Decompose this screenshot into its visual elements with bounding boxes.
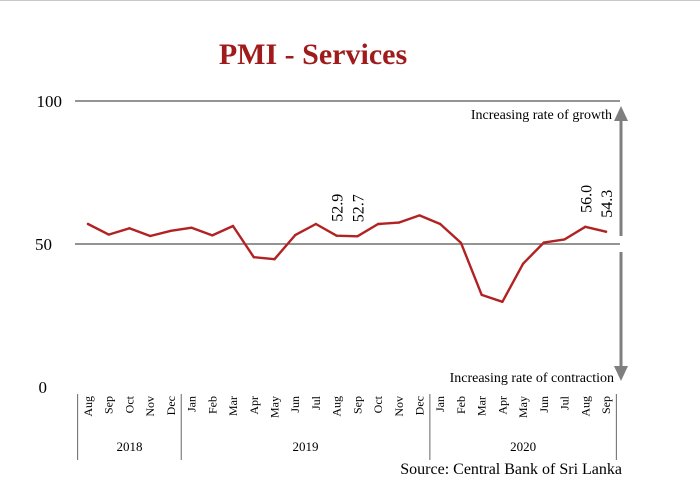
- x-axis-tick-label: Mar: [475, 396, 489, 416]
- x-axis-tick-label: May: [516, 396, 530, 418]
- x-axis-tick-label: Oct: [371, 395, 385, 413]
- x-axis-year-label: 2020: [510, 439, 536, 454]
- data-point: [584, 225, 587, 228]
- x-axis-tick-label: Aug: [330, 396, 344, 417]
- x-axis-tick-label: May: [267, 396, 281, 418]
- data-label: 52.7: [350, 194, 367, 222]
- data-point: [335, 234, 338, 237]
- x-axis-tick-label: Jan: [433, 396, 447, 412]
- y-tick-label-100: 100: [37, 92, 63, 111]
- data-point: [107, 233, 110, 236]
- x-axis-tick-label: Sep: [102, 396, 116, 414]
- data-point: [356, 235, 359, 238]
- growth-annotation: Increasing rate of growth: [471, 108, 612, 123]
- y-tick-label-0: 0: [39, 378, 48, 397]
- data-label: 52.9: [330, 194, 347, 222]
- x-axis-tick-label: Mar: [226, 396, 240, 416]
- data-point: [501, 300, 504, 303]
- x-axis-tick-label: Apr: [247, 396, 261, 415]
- x-axis-tick-label: Apr: [495, 396, 509, 415]
- x-axis-year-label: 2019: [293, 439, 319, 454]
- contraction-annotation: Increasing rate of contraction: [450, 371, 614, 386]
- data-point: [521, 262, 525, 265]
- data-point: [169, 229, 173, 232]
- top-border: [0, 0, 700, 1]
- series-line-pmi-services: [86, 214, 608, 303]
- source-note: Source: Central Bank of Sri Lanka: [400, 461, 622, 478]
- data-point: [273, 258, 276, 261]
- data-point: [439, 222, 442, 226]
- x-axis-tick-label: Jun: [537, 396, 551, 413]
- x-axis-tick-label: Dec: [413, 396, 427, 415]
- x-axis-tick-label: Jul: [558, 395, 572, 410]
- x-axis-tick-label: Aug: [578, 396, 592, 417]
- x-axis-tick-label: Feb: [205, 396, 219, 414]
- data-label: 56.0: [578, 185, 595, 213]
- data-point: [211, 234, 214, 237]
- data-point: [128, 227, 131, 230]
- x-axis-tick-label: Jun: [288, 396, 302, 413]
- data-point: [542, 241, 545, 244]
- data-point: [480, 293, 483, 297]
- data-point: [604, 230, 608, 233]
- x-axis-tick-label: Feb: [454, 396, 468, 414]
- data-point: [314, 222, 318, 226]
- x-axis-tick-label: Jul: [309, 395, 323, 410]
- data-point: [231, 224, 235, 228]
- data-point: [294, 233, 297, 237]
- y-tick-label-50: 50: [35, 235, 52, 254]
- data-point: [418, 214, 421, 217]
- data-point: [86, 222, 90, 226]
- x-axis-year-label: 2018: [116, 439, 142, 454]
- x-axis-tick-label: Aug: [81, 396, 95, 417]
- x-axis-tick-label: Oct: [122, 395, 136, 413]
- x-axis-tick-label: Nov: [143, 396, 157, 417]
- data-point: [190, 226, 193, 229]
- data-label: 54.3: [599, 190, 616, 218]
- x-axis-tick-label: Sep: [350, 396, 364, 414]
- x-axis-tick-label: Dec: [164, 396, 178, 415]
- data-point: [397, 221, 400, 224]
- x-axis-tick-label: Sep: [599, 396, 613, 414]
- chart-title: PMI - Services: [219, 38, 407, 71]
- data-point: [459, 241, 463, 245]
- x-axis: 2018 2019 2020 Aug Sep Oct Nov Dec Jan Feb Mar Apr M…: [77, 394, 617, 460]
- data-point: [149, 234, 152, 238]
- growth-arrow-head: [614, 106, 628, 121]
- data-point: [252, 256, 255, 259]
- data-point: [376, 222, 380, 226]
- data-labels-group: 52.9 52.7 56.0 54.3: [330, 185, 616, 222]
- x-axis-tick-label: Jan: [185, 396, 199, 412]
- contraction-arrow-head: [614, 366, 628, 381]
- x-axis-tick-label: Nov: [392, 396, 406, 417]
- data-point: [563, 238, 566, 241]
- series-line-group: [86, 214, 608, 303]
